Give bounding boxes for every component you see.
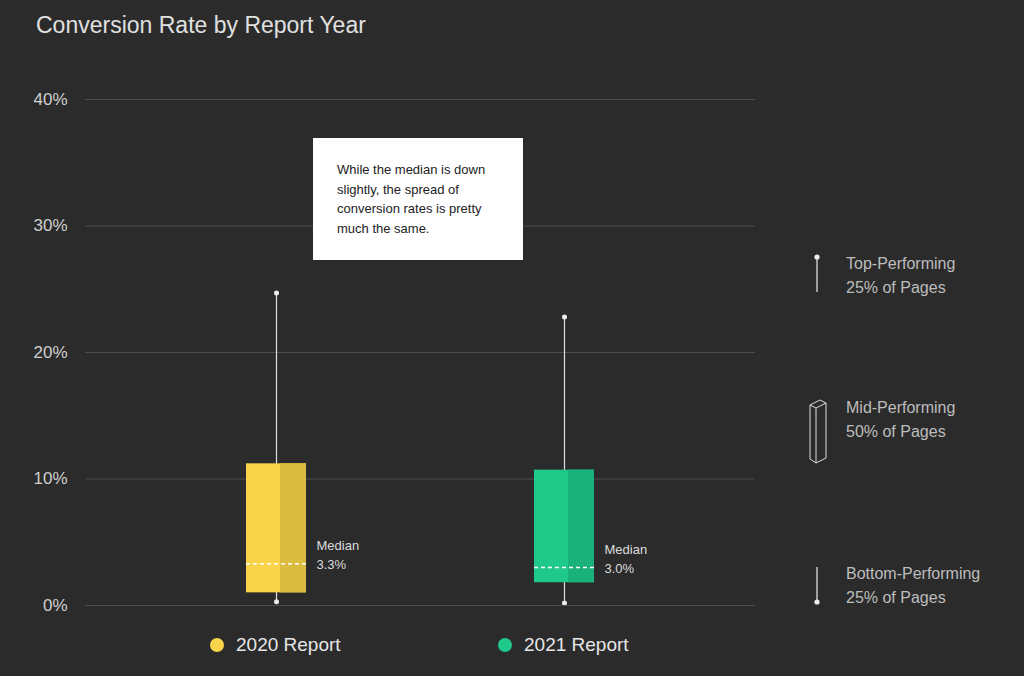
svg-text:10%: 10% bbox=[33, 469, 67, 488]
html-text:2020 Report: 2020 Report bbox=[236, 634, 341, 655]
html-text:25% of Pages: 25% of Pages bbox=[846, 589, 946, 606]
html-text:Top-Performing: Top-Performing bbox=[846, 255, 956, 272]
svg-text:0%: 0% bbox=[43, 596, 68, 615]
svg-text:30%: 30% bbox=[33, 216, 67, 235]
svg-text:Median3.0%: Median3.0% bbox=[605, 542, 648, 576]
html-text:Bottom-Performing: Bottom-Performing bbox=[846, 565, 981, 582]
svg-text:20%: 20% bbox=[33, 343, 67, 362]
svg-text:Median3.3%: Median3.3% bbox=[317, 538, 360, 572]
svg-text:40%: 40% bbox=[33, 90, 67, 109]
html-text:Conversion Rate by Report Year: Conversion Rate by Report Year bbox=[36, 12, 366, 38]
html-text:While the median is down sligh: While the median is down slightly, the s… bbox=[337, 162, 486, 236]
html-text:25% of Pages: 25% of Pages bbox=[846, 279, 946, 296]
html-text:2021 Report: 2021 Report bbox=[524, 634, 629, 655]
html-text:50% of Pages: 50% of Pages bbox=[846, 423, 946, 440]
html-text:Mid-Performing: Mid-Performing bbox=[846, 399, 956, 416]
